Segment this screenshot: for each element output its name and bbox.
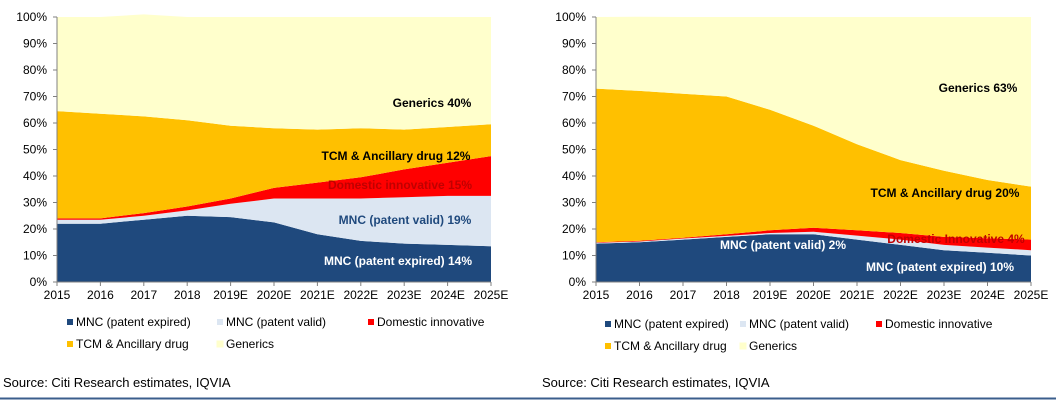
left-y-tick-label: 80% [23, 63, 47, 77]
left-legend-swatch-mnc-patent-valid [217, 319, 223, 325]
left-x-tick-label: 2015 [44, 288, 71, 302]
right-legend-swatch-mnc-patent-valid [740, 321, 746, 327]
right-x-tick-label: 2024E [970, 288, 1005, 302]
right-x-tick-label: 2025E [1014, 288, 1049, 302]
left-y-tick-label: 60% [23, 116, 47, 130]
left-y-tick-label: 100% [16, 10, 47, 24]
left-y-tick-label: 20% [23, 222, 47, 236]
left-y-tick-label: 40% [23, 169, 47, 183]
right-legend-swatch-generics [739, 342, 747, 350]
left-annotation: TCM & Ancillary drug 12% [322, 149, 471, 163]
right-y-tick-label: 60% [562, 116, 586, 130]
left-area-mnc-patent-valid [57, 195, 491, 247]
left-chart-legend: MNC (patent expired) MNC (patent valid) Do… [67, 315, 485, 351]
left-x-tick-label: 2023E [387, 288, 422, 302]
right-annotation: MNC (patent expired) 10% [866, 260, 1014, 274]
left-legend-label-mnc-patent-expired: MNC (patent expired) [76, 315, 191, 329]
right-chart-axes: 0% 10% 20% 30% 40% 50% 60% 70% 80% 90% 100% 2015 201… [555, 10, 1048, 302]
right-legend-swatch-tcm-ancillary-drug [605, 343, 611, 349]
left-y-tick-label: 90% [23, 37, 47, 51]
left-annotation: Generics 40% [393, 96, 472, 110]
left-area-mnc-patent-expired [57, 215, 491, 282]
right-annotation: TCM & Ancillary drug 20% [871, 186, 1020, 200]
right-x-tick-label: 2015 [583, 288, 610, 302]
right-area-mnc-patent-valid [596, 231, 1031, 256]
right-legend-label-tcm-ancillary-drug: TCM & Ancillary drug [614, 339, 727, 353]
left-y-tick-label: 70% [23, 90, 47, 104]
left-legend-label-mnc-patent-valid: MNC (patent valid) [226, 315, 326, 329]
right-chart-source: Source: Citi Research estimates, IQVIA [542, 375, 770, 390]
left-y-tick-label: 30% [23, 196, 47, 210]
right-area-generics [596, 16, 1031, 187]
right-y-tick-label: 20% [562, 222, 586, 236]
right-chart-annotations: Generics 63% TCM & Ancillary drug 20% Dome… [720, 81, 1025, 274]
right-legend-label-domestic-innovative: Domestic innovative [885, 317, 993, 331]
left-y-tick-label: 50% [23, 143, 47, 157]
left-x-tick-label: 2016 [87, 288, 114, 302]
right-legend-label-mnc-patent-valid: MNC (patent valid) [749, 317, 849, 331]
right-legend-label-mnc-patent-expired: MNC (patent expired) [614, 317, 729, 331]
right-x-tick-label: 2018 [713, 288, 740, 302]
left-area-tcm-ancillary-drug [57, 111, 491, 219]
right-y-tick-label: 30% [562, 196, 586, 210]
right-y-tick-label: 80% [562, 63, 586, 77]
right-x-tick-label: 2016 [626, 288, 653, 302]
left-legend-label-tcm-ancillary-drug: TCM & Ancillary drug [76, 337, 189, 351]
right-x-tick-label: 2021E [840, 288, 875, 302]
left-legend-swatch-mnc-patent-expired [67, 319, 73, 325]
right-x-tick-label: 2020E [796, 288, 831, 302]
left-annotation: Domestic innovative 15% [328, 178, 472, 192]
left-chart-source: Source: Citi Research estimates, IQVIA [3, 375, 231, 390]
right-legend-label-generics: Generics [749, 339, 797, 353]
left-y-tick-label: 0% [30, 275, 48, 289]
left-area-generics [57, 14, 491, 130]
right-chart-legend: MNC (patent expired) MNC (patent valid) Do… [605, 317, 993, 353]
left-x-tick-label: 2025E [474, 288, 509, 302]
left-x-tick-label: 2018 [174, 288, 201, 302]
right-x-tick-label: 2017 [670, 288, 697, 302]
right-y-tick-label: 50% [562, 143, 586, 157]
left-x-tick-label: 2019E [213, 288, 248, 302]
left-legend-swatch-tcm-ancillary-drug [67, 341, 73, 347]
right-annotation: Domestic Innovative 4% [887, 232, 1025, 246]
right-area-tcm-ancillary-drug [596, 88, 1031, 243]
left-legend-label-generics: Generics [226, 337, 274, 351]
left-legend-swatch-domestic-innovative [368, 319, 374, 325]
right-y-tick-label: 100% [555, 10, 586, 24]
left-x-tick-label: 2017 [130, 288, 157, 302]
right-x-tick-label: 2019E [753, 288, 788, 302]
left-chart: 0% 10% 20% 30% 40% 50% 60% 70% 80% 90% 100% 2015 201… [3, 10, 508, 390]
right-annotation: MNC (patent valid) 2% [720, 238, 846, 252]
left-x-tick-label: 2021E [300, 288, 335, 302]
right-y-tick-label: 0% [569, 275, 587, 289]
left-chart-areas [57, 14, 491, 282]
right-legend-swatch-mnc-patent-expired [605, 321, 611, 327]
left-chart-annotations: Generics 40% TCM & Ancillary drug 12% Dome… [322, 96, 473, 268]
right-y-tick-label: 40% [562, 169, 586, 183]
right-y-tick-label: 70% [562, 90, 586, 104]
left-x-tick-label: 2024E [430, 288, 465, 302]
right-legend-swatch-domestic-innovative [876, 321, 882, 327]
right-chart: 0% 10% 20% 30% 40% 50% 60% 70% 80% 90% 100% 2015 201… [542, 10, 1048, 390]
right-y-tick-label: 90% [562, 37, 586, 51]
left-x-tick-label: 2020E [257, 288, 292, 302]
left-legend-label-domestic-innovative: Domestic innovative [377, 315, 485, 329]
right-annotation: Generics 63% [939, 81, 1018, 95]
left-annotation: MNC (patent valid) 19% [339, 213, 472, 227]
right-x-tick-label: 2023E [927, 288, 962, 302]
right-y-tick-label: 10% [562, 249, 586, 263]
left-x-tick-label: 2022E [343, 288, 378, 302]
left-y-tick-label: 10% [23, 249, 47, 263]
left-legend-swatch-generics [216, 340, 224, 348]
right-x-tick-label: 2022E [883, 288, 918, 302]
left-chart-axes: 0% 10% 20% 30% 40% 50% 60% 70% 80% 90% 100% 2015 201… [16, 10, 508, 302]
left-annotation: MNC (patent expired) 14% [324, 254, 472, 268]
right-area-domestic-innovative [596, 227, 1031, 251]
right-area-mnc-patent-expired [596, 234, 1031, 282]
right-chart-areas [596, 16, 1031, 282]
